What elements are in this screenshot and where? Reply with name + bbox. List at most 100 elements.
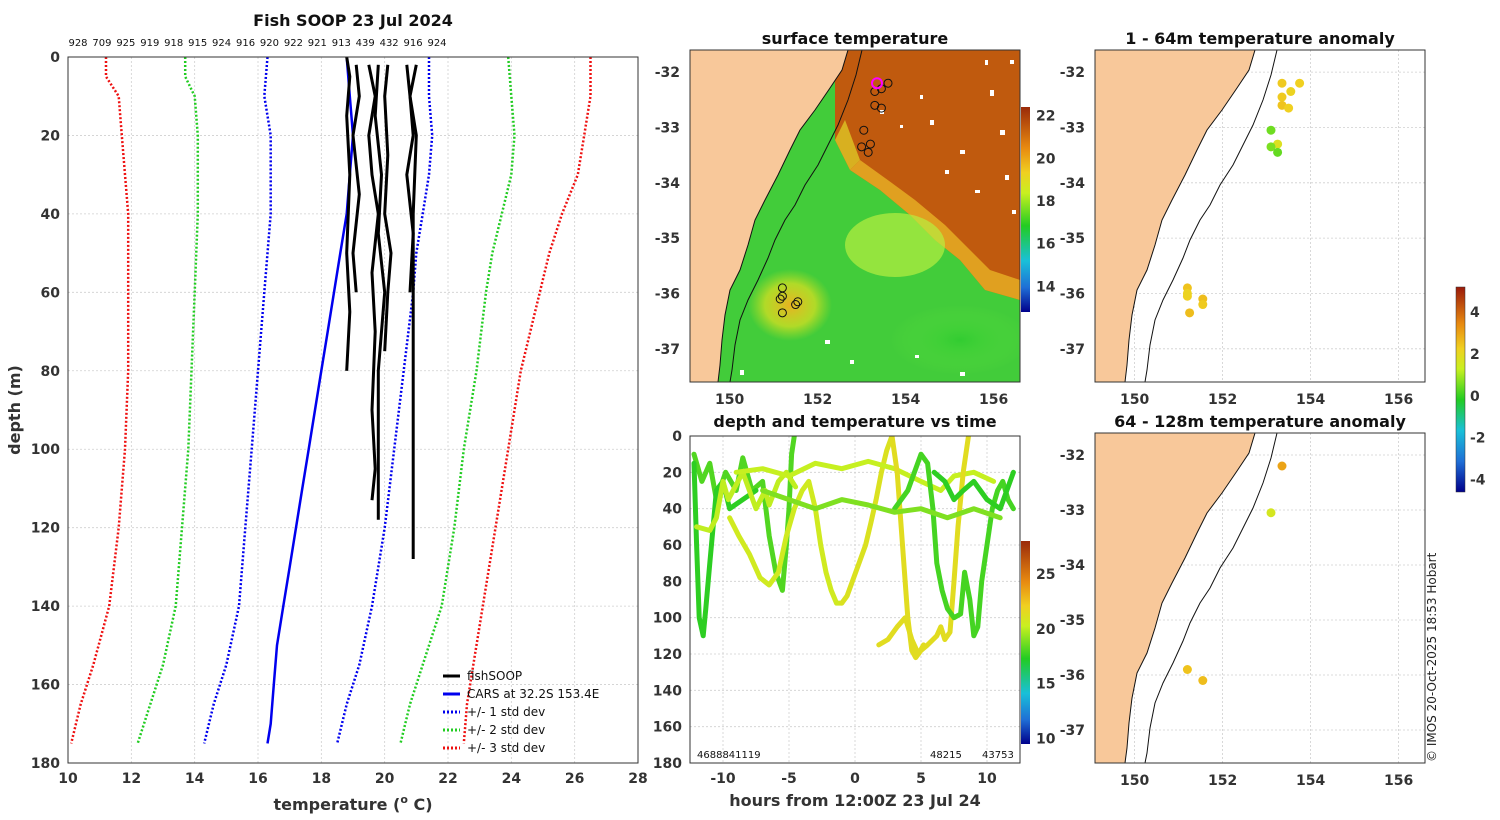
profile-ytick: 160 xyxy=(31,678,60,694)
a1-ytick: -35 xyxy=(1060,231,1085,247)
timeseries-ids-mid: 48215 xyxy=(930,750,962,761)
profile-xtick: 14 xyxy=(185,771,205,787)
profile-ytick: 20 xyxy=(41,128,61,144)
a2-xtick: 154 xyxy=(1296,773,1325,789)
legend-label: fishSOOP xyxy=(467,669,522,683)
sst-colorbar-tick: 20 xyxy=(1036,151,1056,167)
profile-line-fishsoop-a xyxy=(345,57,352,371)
profile-top-id: 916 xyxy=(404,38,423,49)
sst-colorbar-tick: 22 xyxy=(1036,109,1055,125)
timeseries-ids-left: 4688841119 xyxy=(697,750,761,761)
anomaly-colorbar-tick: -2 xyxy=(1470,431,1486,447)
anomaly-point xyxy=(1284,103,1294,113)
anomaly-shallow-points xyxy=(1182,78,1305,318)
anomaly-colorbar-group: -4 -2 0 2 4 xyxy=(1455,286,1486,493)
anomaly-shallow-title: 1 - 64m temperature anomaly xyxy=(1125,29,1395,48)
anomaly-deep-points xyxy=(1182,461,1287,685)
a1-xtick: 154 xyxy=(1296,392,1325,408)
timeseries-trace xyxy=(694,469,799,533)
sst-stations xyxy=(775,77,893,318)
anomaly-point xyxy=(1295,78,1305,88)
profile-ytick: 180 xyxy=(31,756,60,772)
a1-ytick: -33 xyxy=(1060,120,1085,136)
timeseries-trace xyxy=(876,615,927,657)
anomaly-shallow-coastline xyxy=(1124,50,1256,382)
sst-station-marker xyxy=(876,103,886,113)
profile-xtick: 18 xyxy=(312,771,331,787)
timeseries-trace xyxy=(733,458,997,493)
profile-xtick: 28 xyxy=(628,771,647,787)
profile-xtick: 10 xyxy=(58,771,78,787)
anomaly-colorbar-tick: 4 xyxy=(1470,305,1480,321)
profile-xlabel: temperature (o C) xyxy=(273,793,432,814)
timeseries-xtick: -5 xyxy=(781,771,797,787)
sst-cloud-mask xyxy=(740,60,1016,376)
profile-top-id: 920 xyxy=(260,38,279,49)
legend-label: +/- 1 std dev xyxy=(467,705,545,719)
anomaly-shallow-tick-labels: 150 152 154 156 -32 -33 -34 -35 -36 -37 xyxy=(1060,65,1414,408)
timeseries-colorbar-tick: 20 xyxy=(1036,622,1056,638)
sst-ytick: -32 xyxy=(655,65,680,81)
a1-xtick: 156 xyxy=(1384,392,1413,408)
timeseries-ytick: 0 xyxy=(672,429,682,445)
profile-xtick: 24 xyxy=(502,771,522,787)
sst-title: surface temperature xyxy=(762,29,949,48)
timeseries-trace xyxy=(727,478,845,606)
profile-ytick: 120 xyxy=(31,521,60,537)
profile-top-id: 913 xyxy=(332,38,351,49)
sst-ytick: -36 xyxy=(655,286,680,302)
sst-station-marker xyxy=(777,308,787,318)
timeseries-ytick: 120 xyxy=(653,647,682,663)
profile-line--3-std xyxy=(462,57,592,744)
anomaly-point xyxy=(1266,125,1276,135)
profile-series xyxy=(69,57,592,744)
anomaly-colorbar-tick: 0 xyxy=(1470,389,1480,405)
a1-ytick: -32 xyxy=(1060,65,1085,81)
legend-label: CARS at 32.2S 153.4E xyxy=(467,687,599,701)
profile-xlabel-text: temperature ( xyxy=(273,795,400,814)
profile-line--2-std xyxy=(399,57,516,744)
sst-colorbar-ticks: 14 16 18 20 22 xyxy=(1036,109,1056,296)
sst-xtick: 150 xyxy=(715,392,744,408)
sst-station-marker xyxy=(883,78,893,88)
anomaly-colorbar-tick: 2 xyxy=(1470,347,1480,363)
a2-xtick: 156 xyxy=(1384,773,1413,789)
sst-cool-patch xyxy=(890,305,1020,375)
profile-xtick: 26 xyxy=(565,771,584,787)
sst-ytick: -33 xyxy=(655,120,680,136)
sst-colorbar-tick: 16 xyxy=(1036,237,1055,253)
sst-ytick: -37 xyxy=(655,342,680,358)
timeseries-ids-right: 43753 xyxy=(982,750,1014,761)
sst-isobath xyxy=(729,50,863,382)
sst-station-marker xyxy=(863,147,873,157)
timeseries-xtick: -10 xyxy=(710,771,736,787)
sst-station-marker xyxy=(857,142,867,152)
timeseries-ytick: 20 xyxy=(663,465,683,481)
timeseries-traces xyxy=(691,436,1016,661)
profile-top-id: 924 xyxy=(427,38,446,49)
a2-xtick: 152 xyxy=(1208,773,1237,789)
sst-xtick: 154 xyxy=(891,392,920,408)
profile-line--3-std xyxy=(69,57,130,744)
timeseries-colorbar-tick: 10 xyxy=(1036,732,1056,748)
profile-top-id: 928 xyxy=(68,38,87,49)
profile-top-ids: 928 709 925 919 918 915 924 916 920 922 921 913 439 4… xyxy=(68,38,446,49)
profile-title: Fish SOOP 23 Jul 2024 xyxy=(253,11,453,30)
anomaly-deep-title: 64 - 128m temperature anomaly xyxy=(1114,412,1406,431)
sst-tick-labels: 150 152 154 156 -32 -33 -34 -35 -36 -37 xyxy=(655,65,1009,408)
a2-xtick: 150 xyxy=(1120,773,1149,789)
profile-line-fishsoop-b xyxy=(351,64,361,293)
profile-top-id: 432 xyxy=(380,38,399,49)
profile-line-fishsoop-c xyxy=(367,64,380,501)
profile-xlabel-unit: C) xyxy=(408,795,433,814)
sst-coastline xyxy=(717,50,849,382)
timeseries-ytick: 80 xyxy=(663,574,683,590)
timeseries-ytick: 100 xyxy=(653,611,682,627)
legend-label: +/- 2 std dev xyxy=(467,723,545,737)
profile-xtick: 16 xyxy=(248,771,267,787)
sst-colorbar xyxy=(1021,107,1030,312)
credit-text: © IMOS 20-Oct-2025 18:53 Hobart xyxy=(1425,552,1439,762)
timeseries-trace xyxy=(760,488,1003,521)
